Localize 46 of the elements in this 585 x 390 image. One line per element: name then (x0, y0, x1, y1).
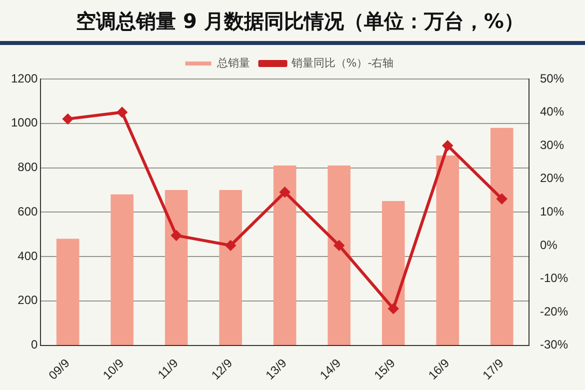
point (334, 240, 344, 250)
bar (328, 166, 350, 346)
y-tick-label: 800 (18, 160, 38, 174)
y2-tick-label: 30% (540, 138, 564, 152)
x-tick-label: 09/9 (46, 356, 73, 382)
chart-title: 空调总销量 9 月数据同比情况（单位：万台，%） (75, 8, 525, 35)
y2-tick-label: -30% (540, 338, 568, 352)
x-tick-label: 13/9 (262, 356, 290, 382)
bar (382, 201, 405, 346)
point (388, 304, 398, 314)
y-tick-label: 0 (31, 338, 38, 352)
bar (273, 166, 296, 346)
bar (436, 156, 459, 346)
y-tick-label: 600 (18, 204, 38, 218)
y2-tick-label: 40% (540, 104, 564, 119)
point (442, 140, 453, 151)
y2-tick-label: 0% (540, 238, 558, 252)
y2-tick-label: 20% (540, 171, 564, 186)
point (117, 107, 128, 118)
point (496, 194, 507, 204)
x-tick-label: 17/9 (480, 356, 507, 382)
x-tick-label: 16/9 (426, 356, 452, 382)
y-tick-label: 1000 (10, 116, 38, 130)
y2-tick-label: -20% (540, 304, 568, 318)
y-tick-label: 400 (18, 248, 38, 263)
bar (164, 190, 188, 346)
bar (490, 128, 514, 346)
x-tick-label: 14/9 (317, 356, 344, 382)
bar (110, 194, 134, 346)
x-tick-label: 15/9 (371, 356, 398, 382)
bar (219, 190, 242, 346)
y2-tick-label: 50% (540, 71, 564, 86)
point (226, 240, 236, 250)
x-tick-label: 10/9 (100, 356, 127, 382)
bar (56, 238, 80, 346)
y-tick-label: 200 (18, 293, 38, 308)
legend-label: 销量同比（%）-右轴 (290, 56, 394, 70)
point (171, 230, 182, 240)
y2-tick-label: -10% (540, 271, 568, 286)
point (62, 114, 73, 124)
legend-label: 总销量 (216, 56, 250, 70)
y-tick-label: 1200 (10, 71, 38, 86)
point (280, 187, 290, 198)
x-tick-label: 11/9 (155, 356, 182, 382)
x-tick-label: 12/9 (208, 356, 236, 382)
y2-tick-label: 10% (540, 204, 564, 218)
